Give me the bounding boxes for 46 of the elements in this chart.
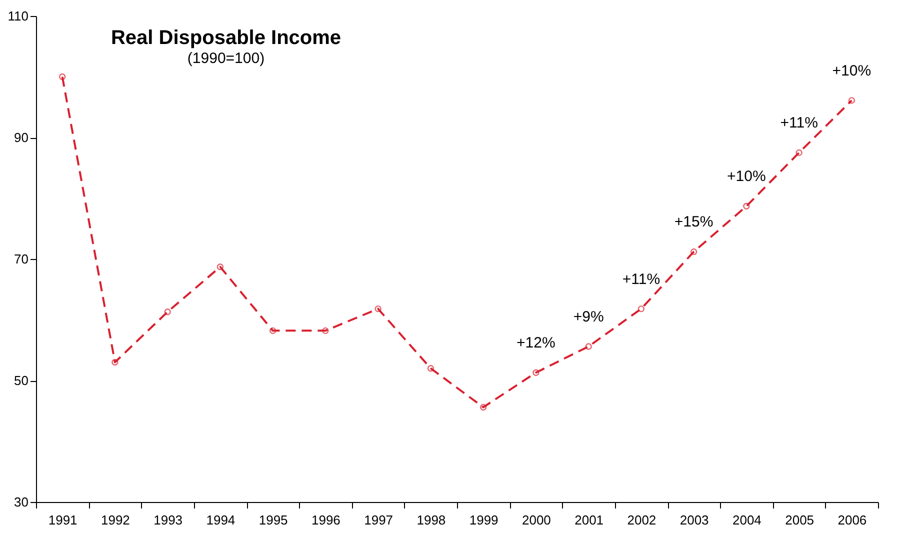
x-tick-label: 1993 bbox=[154, 512, 183, 528]
x-tick-label: 2001 bbox=[574, 512, 604, 528]
point bbox=[269, 327, 276, 334]
y-tick-label: 50 bbox=[14, 373, 28, 388]
text: (1990=100) bbox=[187, 50, 265, 67]
point bbox=[638, 305, 645, 312]
y-tick-label: 30 bbox=[14, 494, 28, 510]
annotation: +12% bbox=[516, 334, 556, 352]
point bbox=[58, 73, 66, 80]
annotation: +11% bbox=[780, 114, 818, 132]
annotation: +10% bbox=[727, 168, 766, 186]
point bbox=[585, 343, 592, 350]
x-tick-label: 2000 bbox=[522, 512, 551, 528]
annotation: +10% bbox=[832, 62, 872, 80]
x-tick-label: 2002 bbox=[627, 512, 656, 528]
x-tick-label: 1994 bbox=[206, 512, 236, 528]
point bbox=[743, 202, 750, 210]
x-tick-label: 1995 bbox=[258, 512, 288, 528]
x-tick-label: 1991 bbox=[48, 512, 78, 528]
x-tick-label: 2003 bbox=[680, 512, 709, 528]
point bbox=[690, 248, 698, 256]
y-tick-label: 90 bbox=[14, 130, 28, 145]
x-tick-label: 2005 bbox=[785, 512, 814, 528]
y-tick-label: 70 bbox=[14, 252, 28, 266]
x-tick-label: 1992 bbox=[100, 512, 130, 528]
x-tick-label: 1998 bbox=[416, 512, 446, 528]
point bbox=[112, 358, 118, 366]
y-tick-label: 110 bbox=[8, 8, 28, 24]
point bbox=[322, 327, 329, 334]
point bbox=[164, 308, 171, 316]
point bbox=[848, 97, 856, 104]
point bbox=[374, 305, 382, 312]
x-tick-label: 1999 bbox=[469, 512, 498, 528]
point bbox=[216, 264, 224, 270]
text: Real Disposable Income bbox=[110, 27, 342, 49]
annotation: +9% bbox=[573, 308, 604, 326]
x-tick-label: 1996 bbox=[311, 512, 340, 528]
annotation: +15% bbox=[674, 214, 714, 231]
x-tick-label: 2004 bbox=[732, 512, 762, 528]
annotation: +11% bbox=[622, 270, 660, 288]
x-tick-label: 1997 bbox=[364, 512, 394, 528]
point bbox=[796, 149, 802, 156]
x-tick-label: 2006 bbox=[838, 512, 867, 528]
point bbox=[427, 365, 434, 372]
point bbox=[480, 404, 487, 411]
point bbox=[532, 369, 540, 376]
